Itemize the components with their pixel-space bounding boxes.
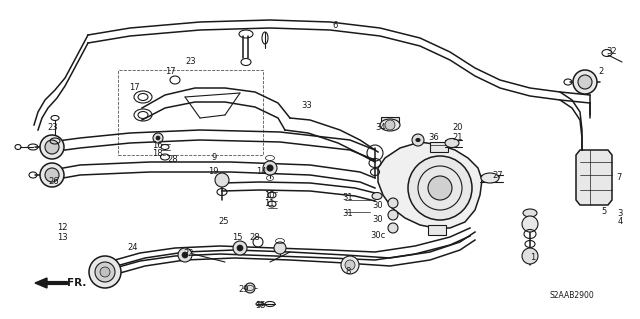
- Text: 24: 24: [128, 243, 138, 253]
- Text: 30: 30: [372, 216, 383, 225]
- Circle shape: [100, 267, 110, 277]
- Circle shape: [156, 136, 160, 140]
- Circle shape: [153, 133, 163, 143]
- Ellipse shape: [445, 138, 459, 147]
- Text: 8: 8: [346, 268, 351, 277]
- Polygon shape: [35, 278, 47, 288]
- Text: 11: 11: [264, 199, 275, 209]
- Text: 30c: 30c: [371, 231, 386, 240]
- Text: 22: 22: [184, 249, 195, 257]
- Circle shape: [45, 140, 59, 154]
- Text: 25: 25: [219, 218, 229, 226]
- Bar: [381, 117, 399, 125]
- Bar: [430, 142, 448, 152]
- Circle shape: [341, 256, 359, 274]
- Circle shape: [412, 134, 424, 146]
- Circle shape: [40, 135, 64, 159]
- Text: 10: 10: [264, 190, 275, 199]
- Text: 34: 34: [376, 122, 387, 131]
- Text: 23: 23: [48, 122, 58, 131]
- Bar: [118, 70, 263, 155]
- Circle shape: [89, 256, 121, 288]
- Circle shape: [408, 156, 472, 220]
- Circle shape: [237, 245, 243, 251]
- Text: 27: 27: [493, 170, 503, 180]
- Circle shape: [573, 70, 597, 94]
- Text: 35: 35: [256, 300, 266, 309]
- Text: S2AAB2900: S2AAB2900: [550, 292, 595, 300]
- Text: 17: 17: [129, 84, 140, 93]
- Text: 31: 31: [342, 209, 353, 218]
- Text: 19: 19: [208, 167, 218, 176]
- Circle shape: [428, 176, 452, 200]
- Circle shape: [578, 75, 592, 89]
- Circle shape: [385, 120, 395, 130]
- Text: 21: 21: [452, 132, 463, 142]
- Circle shape: [45, 168, 59, 182]
- Text: 29: 29: [239, 285, 249, 293]
- Text: 2: 2: [598, 68, 604, 77]
- Text: 36: 36: [429, 132, 440, 142]
- Text: 14: 14: [256, 167, 266, 175]
- Circle shape: [233, 241, 247, 255]
- Text: 30: 30: [372, 201, 383, 210]
- Bar: [428, 225, 446, 235]
- Text: 3: 3: [618, 209, 623, 218]
- Text: 16: 16: [152, 140, 163, 150]
- Text: 12: 12: [57, 224, 67, 233]
- Text: 23: 23: [186, 57, 196, 66]
- Ellipse shape: [416, 138, 420, 142]
- Text: 17: 17: [164, 68, 175, 77]
- Text: 28: 28: [168, 155, 179, 165]
- Text: 28: 28: [250, 234, 260, 242]
- Circle shape: [267, 165, 273, 171]
- Text: 26: 26: [49, 177, 60, 187]
- Circle shape: [522, 216, 538, 232]
- Circle shape: [345, 260, 355, 270]
- Circle shape: [215, 173, 229, 187]
- Text: 18: 18: [152, 150, 163, 159]
- Text: 32: 32: [607, 48, 618, 56]
- Polygon shape: [576, 150, 612, 205]
- Ellipse shape: [523, 209, 537, 217]
- Text: 5: 5: [602, 206, 607, 216]
- Circle shape: [178, 248, 192, 262]
- Circle shape: [388, 198, 398, 208]
- Circle shape: [274, 242, 286, 254]
- Circle shape: [388, 223, 398, 233]
- Polygon shape: [378, 142, 482, 228]
- Circle shape: [245, 283, 255, 293]
- Ellipse shape: [380, 119, 400, 131]
- Text: 4: 4: [618, 217, 623, 226]
- Text: 7: 7: [616, 174, 621, 182]
- Text: 9: 9: [211, 153, 216, 162]
- Circle shape: [263, 161, 277, 175]
- Circle shape: [388, 210, 398, 220]
- Circle shape: [182, 252, 188, 258]
- Text: 31: 31: [342, 194, 353, 203]
- Circle shape: [95, 262, 115, 282]
- Circle shape: [522, 248, 538, 264]
- Text: 33: 33: [301, 100, 312, 109]
- Text: 6: 6: [332, 20, 338, 29]
- Text: 20: 20: [452, 123, 463, 132]
- Text: 13: 13: [57, 233, 67, 241]
- Circle shape: [40, 163, 64, 187]
- Text: FR.: FR.: [67, 278, 86, 288]
- Ellipse shape: [481, 173, 499, 183]
- Ellipse shape: [372, 192, 382, 199]
- Text: 15: 15: [232, 234, 243, 242]
- Text: 1: 1: [531, 254, 536, 263]
